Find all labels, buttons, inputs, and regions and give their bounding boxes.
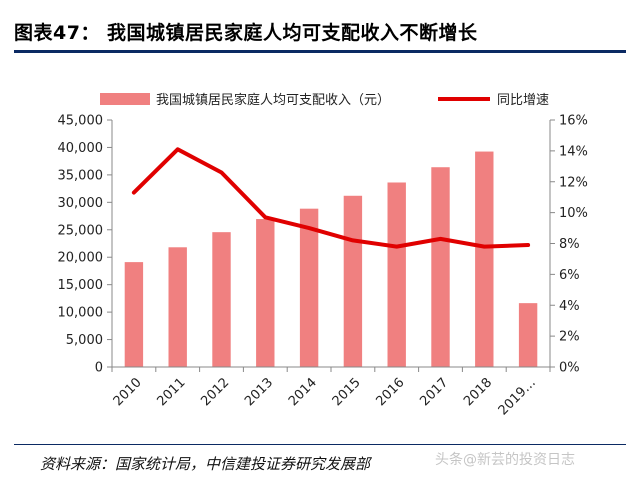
- figure-source: 资料来源：国家统计局，中信建投证券研究发展部: [40, 455, 371, 473]
- title-rule: [14, 50, 626, 53]
- x-axis-tick-label: 2019…: [496, 375, 539, 418]
- bar: [518, 303, 538, 367]
- left-axis-tick-label: 10,000: [58, 306, 104, 321]
- x-axis-tick-label: 2013: [242, 375, 276, 409]
- right-axis-tick-label: 10%: [559, 206, 588, 221]
- left-axis-tick-label: 25,000: [58, 223, 104, 238]
- chart-legend: 我国城镇居民家庭人均可支配收入（元） 同比增速: [100, 92, 549, 108]
- right-axis-tick-label: 2%: [559, 330, 580, 345]
- legend-line-label: 同比增速: [497, 93, 549, 108]
- bar: [168, 247, 187, 367]
- legend-bar-label: 我国城镇居民家庭人均可支配收入（元）: [156, 92, 390, 108]
- right-axis-tick-label: 12%: [559, 175, 588, 190]
- left-axis-tick-label: 30,000: [58, 196, 104, 211]
- left-axis-tick-label: 20,000: [58, 251, 104, 266]
- right-axis-tick-label: 8%: [559, 237, 580, 252]
- x-axis-tick-label: 2010: [111, 375, 145, 409]
- bar: [343, 195, 363, 367]
- left-y-axis: 0 5,000 10,000 15,000 20,000 25,000 30,000 35,0…: [58, 114, 113, 376]
- x-axis-tick-label: 2014: [286, 375, 320, 409]
- right-axis-tick-label: 16%: [559, 114, 588, 129]
- bar: [212, 232, 231, 367]
- line-series: [131, 147, 531, 249]
- legend-bar-swatch: [100, 93, 150, 105]
- x-axis-tick-label: 2018: [461, 375, 495, 409]
- right-axis-tick-label: 6%: [559, 268, 580, 283]
- figure-title: 图表47： 我国城镇居民家庭人均可支配收入不断增长: [14, 22, 478, 44]
- bar: [431, 167, 450, 367]
- bar: [256, 219, 275, 367]
- x-axis-tick-label: 2017: [417, 375, 451, 409]
- figure-header: 图表47： 我国城镇居民家庭人均可支配收入不断增长: [0, 0, 640, 53]
- left-axis-tick-label: 0: [95, 361, 103, 376]
- right-axis-tick-label: 4%: [559, 299, 580, 314]
- watermark: 头条@新芸的投资日志: [435, 452, 575, 468]
- right-axis-tick-label: 0%: [559, 361, 580, 376]
- bar: [124, 262, 144, 367]
- right-y-axis: 0% 2% 4% 6% 8% 10% 12% 14% 16%: [549, 114, 588, 376]
- income-chart: 我国城镇居民家庭人均可支配收入（元） 同比增速 0 5,000 10,000 15,00…: [58, 92, 588, 418]
- left-axis-tick-label: 35,000: [58, 168, 104, 183]
- right-axis-tick-label: 14%: [559, 144, 588, 159]
- bar-series: [124, 151, 538, 367]
- left-axis-tick-label: 15,000: [58, 278, 104, 293]
- left-axis-tick-label: 40,000: [58, 141, 104, 156]
- growth-line: [131, 147, 531, 249]
- x-axis: 2010 2011 2012 2013 2014 2015 2016 2017 2018 2019…: [111, 366, 551, 418]
- bar: [475, 151, 494, 367]
- x-axis-tick-label: 2015: [330, 375, 364, 409]
- x-axis-tick-label: 2011: [155, 375, 189, 409]
- bar: [387, 182, 406, 367]
- left-axis-tick-label: 45,000: [58, 114, 104, 129]
- left-axis-tick-label: 5,000: [66, 333, 103, 348]
- bar: [299, 208, 319, 367]
- x-axis-tick-label: 2016: [374, 375, 408, 409]
- x-axis-tick-label: 2012: [198, 375, 232, 409]
- footer-rule: [14, 444, 626, 445]
